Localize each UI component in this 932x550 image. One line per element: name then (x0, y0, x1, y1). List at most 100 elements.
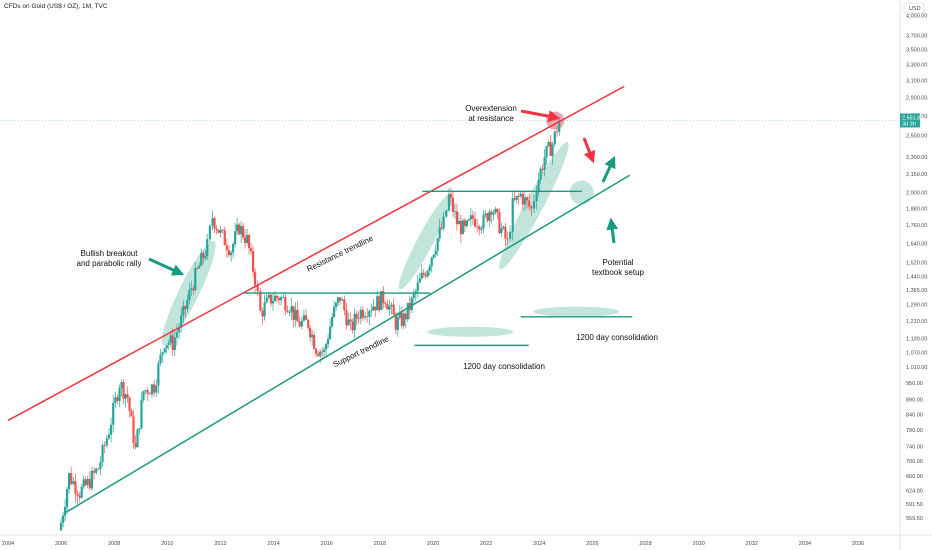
candle-body[interactable] (97, 468, 100, 470)
candle-body[interactable] (453, 211, 457, 213)
candle-body[interactable] (182, 306, 185, 316)
candle-body[interactable] (426, 270, 429, 277)
candle-body[interactable] (355, 313, 358, 319)
candle-body[interactable] (163, 348, 166, 353)
candle-body[interactable] (76, 493, 79, 496)
candle-body[interactable] (241, 226, 245, 238)
candle-body[interactable] (92, 470, 96, 473)
candle-body[interactable] (511, 198, 514, 232)
candle-body[interactable] (109, 424, 113, 435)
candle-body[interactable] (184, 306, 187, 309)
candle-body[interactable] (130, 410, 133, 417)
candle-body[interactable] (161, 352, 164, 355)
candle-body[interactable] (221, 229, 224, 231)
candle-body[interactable] (190, 288, 193, 290)
candle-body[interactable] (345, 310, 348, 326)
candle-body[interactable] (180, 315, 183, 328)
candle-body[interactable] (304, 315, 308, 320)
candle-body[interactable] (309, 327, 312, 338)
candle-body[interactable] (177, 327, 181, 333)
candle-body[interactable] (359, 309, 362, 319)
candle-body[interactable] (438, 227, 441, 239)
candle-body[interactable] (298, 321, 301, 327)
candle-body[interactable] (150, 384, 154, 395)
candle-body[interactable] (294, 309, 297, 320)
candle-body[interactable] (271, 301, 275, 304)
candle-body[interactable] (488, 211, 491, 221)
candle-body[interactable] (213, 218, 216, 229)
candle-body[interactable] (313, 334, 316, 350)
candle-body[interactable] (490, 211, 493, 215)
candle-body[interactable] (286, 310, 289, 313)
candle-body[interactable] (292, 306, 295, 320)
candle-body[interactable] (211, 218, 214, 226)
candle-body[interactable] (267, 294, 270, 298)
candle-body[interactable] (265, 297, 268, 303)
candle-body[interactable] (476, 226, 479, 228)
candle-body[interactable] (72, 481, 75, 484)
candle-body[interactable] (506, 238, 509, 240)
candle-body[interactable] (504, 226, 507, 239)
candle-body[interactable] (253, 271, 257, 286)
candle-body[interactable] (120, 382, 123, 388)
candle-body[interactable] (136, 429, 139, 448)
candle-body[interactable] (277, 297, 281, 301)
candle-body[interactable] (351, 321, 354, 331)
candle-body[interactable] (225, 245, 228, 251)
candle-body[interactable] (282, 297, 285, 298)
candle-body[interactable] (86, 478, 89, 485)
candle-body[interactable] (471, 215, 474, 219)
candle-body[interactable] (555, 131, 559, 133)
candle-body[interactable] (317, 354, 320, 356)
support-trendline[interactable] (66, 174, 630, 513)
candle-body[interactable] (132, 416, 135, 444)
candle-body[interactable] (347, 319, 350, 326)
candle-body[interactable] (440, 227, 443, 229)
candle-body[interactable] (496, 208, 499, 213)
candle-body[interactable] (422, 272, 425, 275)
candle-body[interactable] (325, 344, 328, 350)
candle-body[interactable] (245, 235, 249, 243)
candle-body[interactable] (549, 141, 552, 156)
candle-body[interactable] (238, 224, 241, 235)
candle-body[interactable] (349, 319, 352, 322)
candle-body[interactable] (368, 311, 371, 317)
candle-body[interactable] (251, 251, 255, 272)
candle-body[interactable] (327, 339, 330, 345)
candle-body[interactable] (208, 225, 211, 240)
candle-body[interactable] (341, 299, 344, 301)
candle-body[interactable] (372, 306, 375, 311)
candle-body[interactable] (353, 313, 356, 331)
candle-body[interactable] (173, 337, 176, 350)
candle-body[interactable] (547, 141, 550, 146)
candle-body[interactable] (535, 192, 538, 202)
candle-body[interactable] (124, 394, 127, 399)
candle-body[interactable] (492, 213, 495, 215)
candle-body[interactable] (457, 220, 461, 225)
candlestick-series[interactable] (60, 117, 561, 532)
candle-body[interactable] (186, 300, 189, 309)
candle-body[interactable] (553, 131, 556, 145)
candle-body[interactable] (486, 213, 489, 221)
candle-body[interactable] (418, 278, 421, 283)
candle-body[interactable] (521, 193, 524, 205)
candle-body[interactable] (142, 391, 145, 400)
candle-body[interactable] (482, 215, 485, 229)
candle-body[interactable] (384, 303, 387, 305)
candle-body[interactable] (112, 402, 115, 425)
candle-body[interactable] (528, 200, 531, 207)
candle-body[interactable] (296, 309, 299, 322)
candle-body[interactable] (519, 193, 522, 197)
candle-body[interactable] (338, 297, 342, 301)
candle-body[interactable] (410, 298, 413, 311)
candle-body[interactable] (230, 252, 233, 256)
candle-body[interactable] (328, 326, 332, 340)
candle-body[interactable] (82, 479, 85, 487)
candle-body[interactable] (398, 312, 401, 318)
candle-body[interactable] (420, 272, 423, 279)
resistance-trendline[interactable] (7, 85, 625, 422)
candle-body[interactable] (134, 443, 137, 448)
candle-body[interactable] (467, 219, 470, 221)
candle-body[interactable] (465, 220, 469, 227)
